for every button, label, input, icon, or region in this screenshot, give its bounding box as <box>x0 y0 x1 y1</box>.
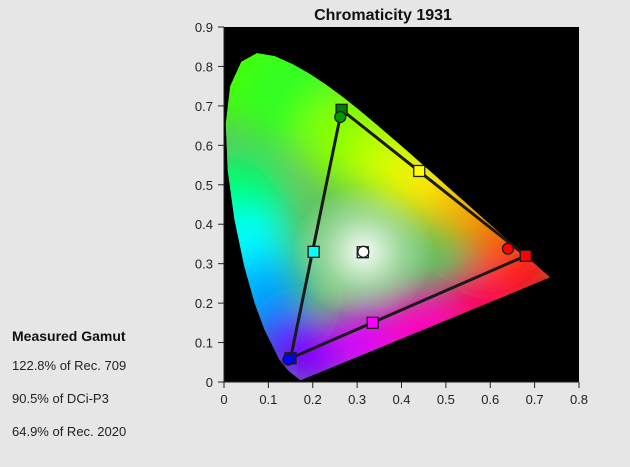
target-point <box>307 245 320 258</box>
axes: 0 0.1 0.2 0.3 0.4 0.5 0.6 0.7 0.8 0 0.1 0.2 0.3 0.4 0.… <box>195 20 588 407</box>
target-point <box>519 249 532 262</box>
y-tick-label: 0.7 <box>195 99 213 114</box>
measured-point <box>357 245 370 258</box>
x-tick-label: 0.5 <box>437 392 455 407</box>
y-tick-label: 0.2 <box>195 296 213 311</box>
y-tick-label: 0.5 <box>195 178 213 193</box>
y-tick-label: 0.9 <box>195 20 213 35</box>
y-tick-label: 0.3 <box>195 257 213 272</box>
measured-gamut-panel: Measured Gamut 122.8% of Rec. 709 90.5% … <box>12 328 192 457</box>
target-point <box>413 164 426 178</box>
x-tick-label: 0.8 <box>570 392 588 407</box>
x-tick-label: 0.2 <box>304 392 322 407</box>
y-tick-label: 0.6 <box>195 138 213 153</box>
gamut-dcip3: 90.5% of DCi-P3 <box>12 391 109 406</box>
y-tick-label: 0 <box>206 375 213 390</box>
x-tick-label: 0.3 <box>348 392 366 407</box>
x-tick-label: 0.7 <box>526 392 544 407</box>
x-tick-label: 0.4 <box>392 392 410 407</box>
y-tick-label: 0.1 <box>195 336 213 351</box>
y-tick-label: 0.4 <box>195 217 213 232</box>
measured-gamut-title: Measured Gamut <box>12 328 126 344</box>
measured-point <box>282 353 295 366</box>
gamut-rec2020: 64.9% of Rec. 2020 <box>12 424 127 439</box>
gamut-triangle <box>289 108 528 360</box>
chart-title: Chromaticity 1931 <box>314 7 452 24</box>
gamut-rec709: 122.8% of Rec. 709 <box>12 358 127 373</box>
target-point <box>366 316 379 329</box>
y-tick-label: 0.8 <box>195 59 213 74</box>
x-tick-label: 0 <box>220 392 227 407</box>
measured-point <box>501 242 515 255</box>
gamut-overlay <box>282 103 532 366</box>
x-tick-label: 0.1 <box>259 392 277 407</box>
measured-point <box>334 110 347 124</box>
x-tick-label: 0.6 <box>481 392 499 407</box>
